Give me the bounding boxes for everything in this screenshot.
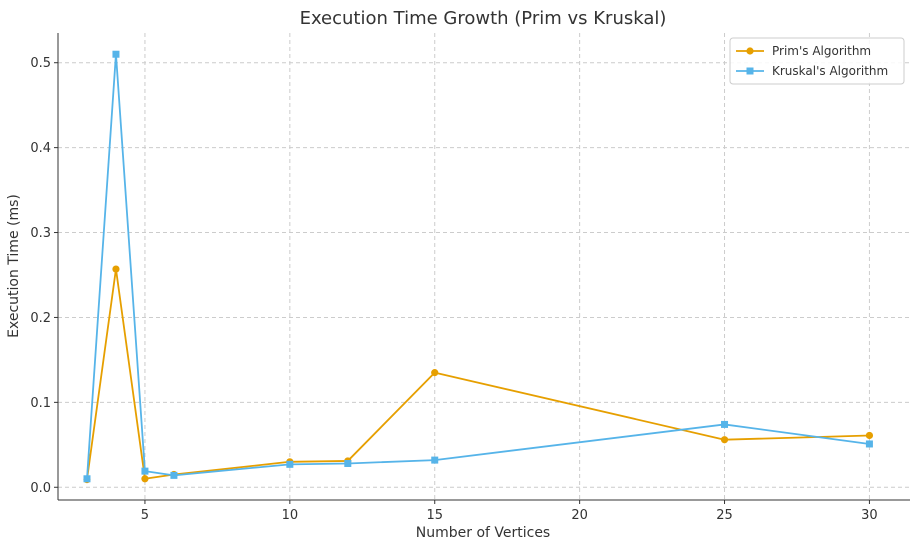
series-0 bbox=[83, 265, 874, 484]
legend-label-0: Prim's Algorithm bbox=[772, 44, 871, 58]
data-point-0-2 bbox=[141, 475, 149, 483]
data-point-0-8 bbox=[865, 431, 874, 440]
y-tick-label: 0.3 bbox=[30, 226, 51, 241]
x-tick-label: 25 bbox=[716, 508, 733, 523]
series-line-1 bbox=[86, 53, 870, 479]
series-1 bbox=[83, 50, 873, 483]
y-tick-label: 0.4 bbox=[30, 141, 51, 156]
y-axis-label: Execution Time (ms) bbox=[6, 194, 22, 338]
data-point-1-1 bbox=[112, 50, 120, 58]
legend-marker-1 bbox=[746, 67, 754, 75]
x-tick-label: 5 bbox=[141, 508, 149, 523]
legend: Prim's Algorithm Kruskal's Algorithm bbox=[729, 37, 905, 85]
y-tick-label: 0.1 bbox=[30, 396, 51, 411]
data-point-1-8 bbox=[865, 440, 873, 448]
data-point-0-7 bbox=[720, 436, 729, 444]
y-tick-label: 0.2 bbox=[30, 311, 51, 326]
y-tick-label: 0.5 bbox=[30, 56, 51, 71]
x-tick-label: 20 bbox=[571, 508, 588, 523]
series-line-0 bbox=[86, 268, 870, 480]
data-point-1-4 bbox=[286, 460, 294, 468]
data-point-1-6 bbox=[431, 456, 439, 464]
legend-box bbox=[729, 37, 905, 85]
y-tick-label: 0.0 bbox=[30, 481, 51, 496]
chart-title: Execution Time Growth (Prim vs Kruskal) bbox=[300, 8, 667, 29]
legend-marker-0 bbox=[746, 47, 754, 55]
data-point-1-5 bbox=[344, 459, 352, 467]
series-layer bbox=[83, 50, 874, 484]
x-tick-label: 30 bbox=[861, 508, 878, 523]
x-tick-label: 10 bbox=[282, 508, 299, 523]
data-point-1-7 bbox=[721, 420, 729, 428]
data-point-1-2 bbox=[141, 467, 149, 475]
axes: 5 10 15 20 25 30 0.0 0.1 0.2 0.3 0.4 0.5 bbox=[30, 33, 910, 523]
legend-label-1: Kruskal's Algorithm bbox=[772, 64, 888, 78]
x-tick-label: 15 bbox=[426, 508, 443, 523]
data-point-0-1 bbox=[112, 265, 120, 273]
data-point-1-0 bbox=[83, 475, 91, 483]
x-axis-label: Number of Vertices bbox=[416, 525, 550, 541]
grid-lines bbox=[58, 33, 910, 500]
data-point-0-6 bbox=[431, 369, 439, 377]
data-point-1-3 bbox=[170, 471, 178, 479]
